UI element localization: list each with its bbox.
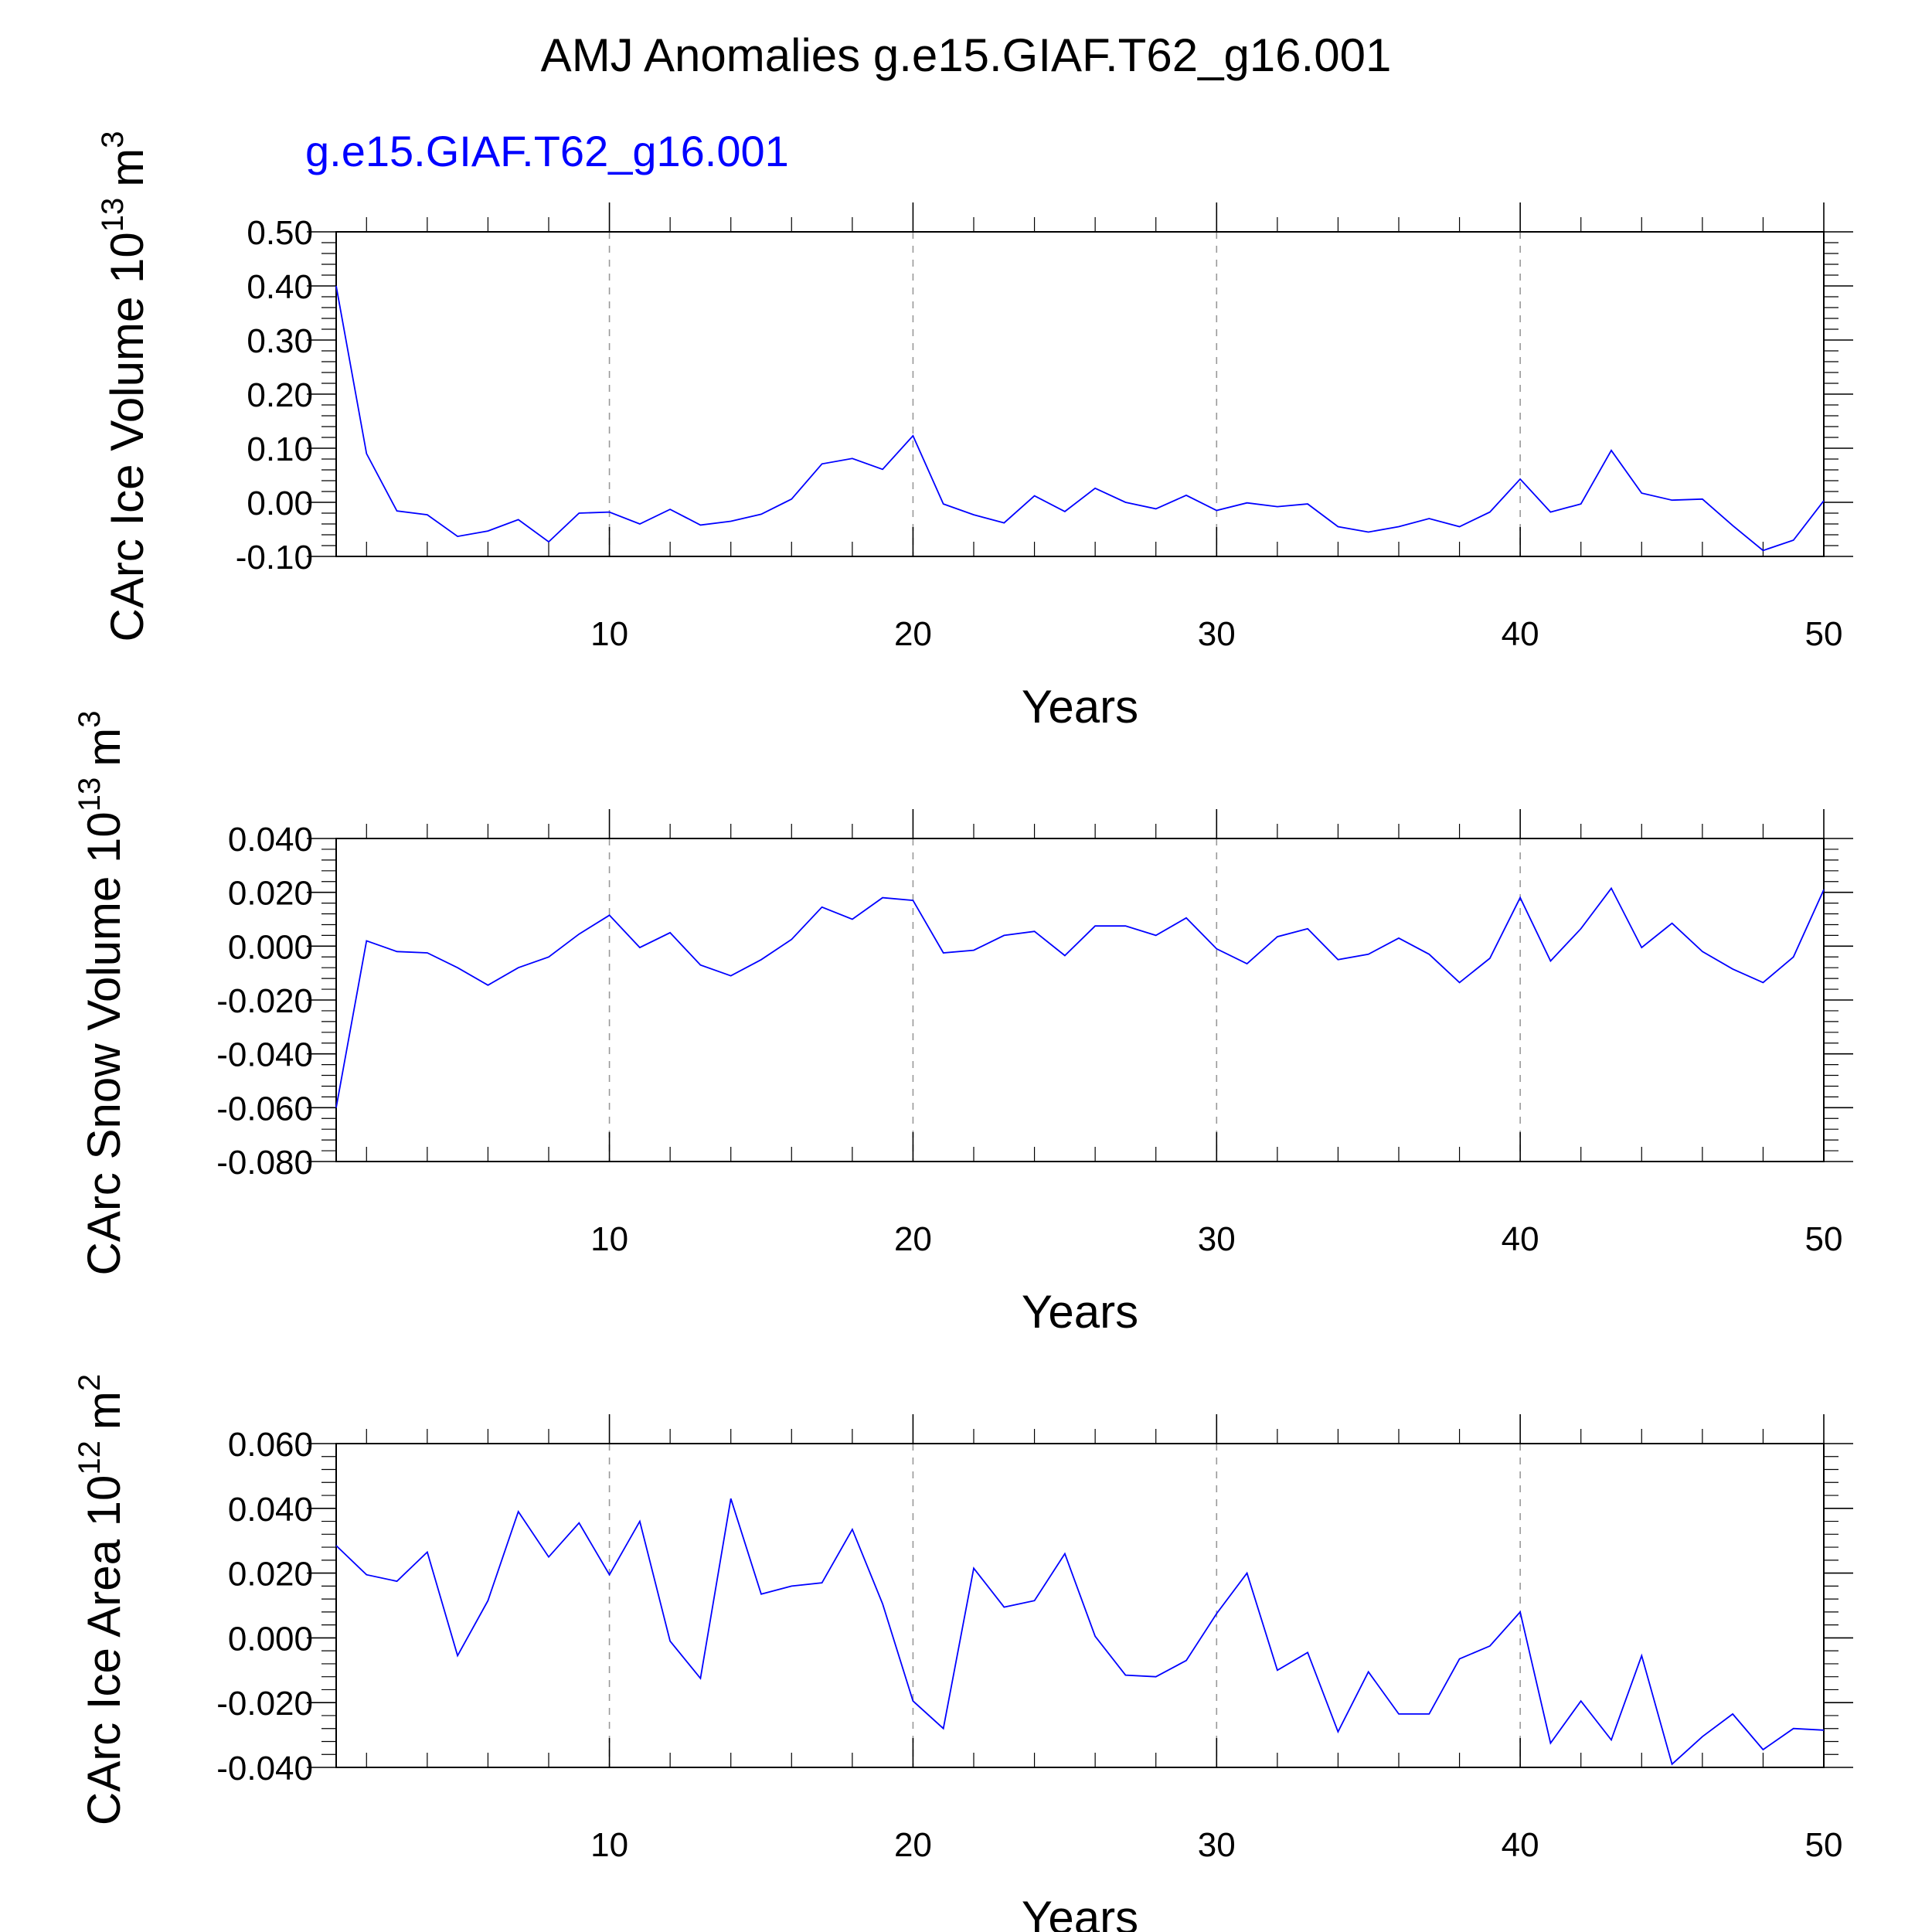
ice-volume-ylabel-exp: 13 bbox=[96, 198, 130, 233]
snow-volume-ylabel-main: CArc Snow Volume 10 bbox=[78, 811, 130, 1275]
ice-volume-xlabel: Years bbox=[1022, 681, 1138, 733]
ice-area-ylabel-exp: 12 bbox=[73, 1440, 107, 1475]
snow-volume-ytick-label-6: 0.040 bbox=[228, 821, 313, 859]
ice-volume-xtick-label-2: 30 bbox=[1198, 615, 1236, 653]
ice-volume-ylabel: CArc Ice Volume 1013 m3 bbox=[96, 131, 153, 642]
ice-volume-ytick-label-3: 0.20 bbox=[247, 376, 313, 414]
snow-volume-xtick-label-3: 40 bbox=[1502, 1220, 1539, 1258]
ice-volume-ytick-label-2: 0.10 bbox=[247, 430, 313, 468]
ice-area-ytick-label-3: 0.020 bbox=[228, 1556, 313, 1594]
ice-volume-ytick-label-1: 0.00 bbox=[247, 485, 313, 522]
snow-volume-xtick-label-2: 30 bbox=[1198, 1220, 1236, 1258]
snow-volume-ylabel-unit: m bbox=[78, 728, 130, 767]
ice-area-xtick-label-3: 40 bbox=[1502, 1826, 1539, 1864]
subtitle: g.e15.GIAF.T62_g16.001 bbox=[305, 127, 789, 175]
ice-area-ytick-label-2: 0.000 bbox=[228, 1620, 313, 1658]
ice-volume-xtick-label-1: 20 bbox=[894, 615, 932, 653]
ice-area-xtick-label-0: 10 bbox=[590, 1826, 628, 1864]
ice-volume-ytick-label-4: 0.30 bbox=[247, 322, 313, 360]
snow-volume-ylabel: CArc Snow Volume 1013 m3 bbox=[73, 710, 130, 1275]
ice-volume-plot-frame bbox=[335, 231, 1825, 557]
ice-volume-series-line-0 bbox=[335, 285, 1825, 552]
ice-area-xlabel: Years bbox=[1022, 1892, 1138, 1932]
ice-volume-ylabel-unit: m bbox=[101, 148, 153, 187]
snow-volume-ytick-label-0: -0.080 bbox=[216, 1144, 313, 1182]
ice-area-ylabel-unit-exp: 2 bbox=[73, 1374, 107, 1391]
ice-area-panel: 10 20 30 40 50 -0.040 -0.020 0.000 0.020 0.040 0.0… bbox=[73, 1374, 1853, 1932]
snow-volume-ytick-label-2: -0.040 bbox=[216, 1036, 313, 1074]
snow-volume-xlabel: Years bbox=[1022, 1286, 1138, 1338]
snow-volume-ytick-label-4: 0.000 bbox=[228, 928, 313, 966]
ice-volume-panel: 10 20 30 40 50 -0.10 0.00 0.10 0.20 0.30 0.40 0.50 Y… bbox=[96, 131, 1853, 733]
ice-volume-ylabel-main: CArc Ice Volume 10 bbox=[101, 232, 153, 641]
snow-volume-xtick-label-1: 20 bbox=[894, 1220, 932, 1258]
ice-area-ylabel-main: CArc Ice Area 10 bbox=[78, 1475, 130, 1826]
ice-area-xtick-label-4: 50 bbox=[1805, 1826, 1843, 1864]
ice-area-plot-frame bbox=[335, 1443, 1825, 1768]
snow-volume-plot-frame bbox=[335, 838, 1825, 1162]
snow-volume-xtick-label-4: 50 bbox=[1805, 1220, 1843, 1258]
snow-volume-ylabel-unit-exp: 3 bbox=[73, 710, 107, 727]
ice-area-xtick-label-1: 20 bbox=[894, 1826, 932, 1864]
ice-volume-ytick-label-0: -0.10 bbox=[236, 539, 313, 577]
ice-area-ytick-label-1: -0.020 bbox=[216, 1685, 313, 1723]
ice-volume-ytick-label-6: 0.50 bbox=[247, 214, 313, 252]
ice-area-ylabel-unit: m bbox=[78, 1391, 130, 1430]
ice-area-ytick-label-4: 0.040 bbox=[228, 1491, 313, 1529]
ice-area-ytick-label-0: -0.040 bbox=[216, 1750, 313, 1787]
snow-volume-ytick-label-5: 0.020 bbox=[228, 875, 313, 913]
snow-volume-series-line-0 bbox=[335, 886, 1825, 1108]
ice-volume-xtick-label-0: 10 bbox=[590, 615, 628, 653]
main-title: AMJ Anomalies g.e15.GIAF.T62_g16.001 bbox=[541, 29, 1392, 81]
snow-volume-ytick-label-1: -0.060 bbox=[216, 1090, 313, 1128]
snow-volume-ylabel-exp: 13 bbox=[73, 777, 107, 812]
snow-volume-ytick-label-3: -0.020 bbox=[216, 982, 313, 1020]
snow-volume-panel: 10 20 30 40 50 -0.080 -0.060 -0.040 -0.020 0.000 0… bbox=[73, 710, 1853, 1338]
ice-volume-ylabel-unit-exp: 3 bbox=[96, 131, 130, 148]
ice-area-ylabel: CArc Ice Area 1012 m2 bbox=[73, 1374, 130, 1825]
ice-area-xtick-label-2: 30 bbox=[1198, 1826, 1236, 1864]
ice-volume-xtick-label-3: 40 bbox=[1502, 615, 1539, 653]
snow-volume-xtick-label-0: 10 bbox=[590, 1220, 628, 1258]
ice-area-series-line-0 bbox=[335, 1498, 1825, 1766]
ice-volume-xtick-label-4: 50 bbox=[1805, 615, 1843, 653]
ice-area-ytick-label-5: 0.060 bbox=[228, 1426, 313, 1464]
ice-volume-ytick-label-5: 0.40 bbox=[247, 268, 313, 306]
